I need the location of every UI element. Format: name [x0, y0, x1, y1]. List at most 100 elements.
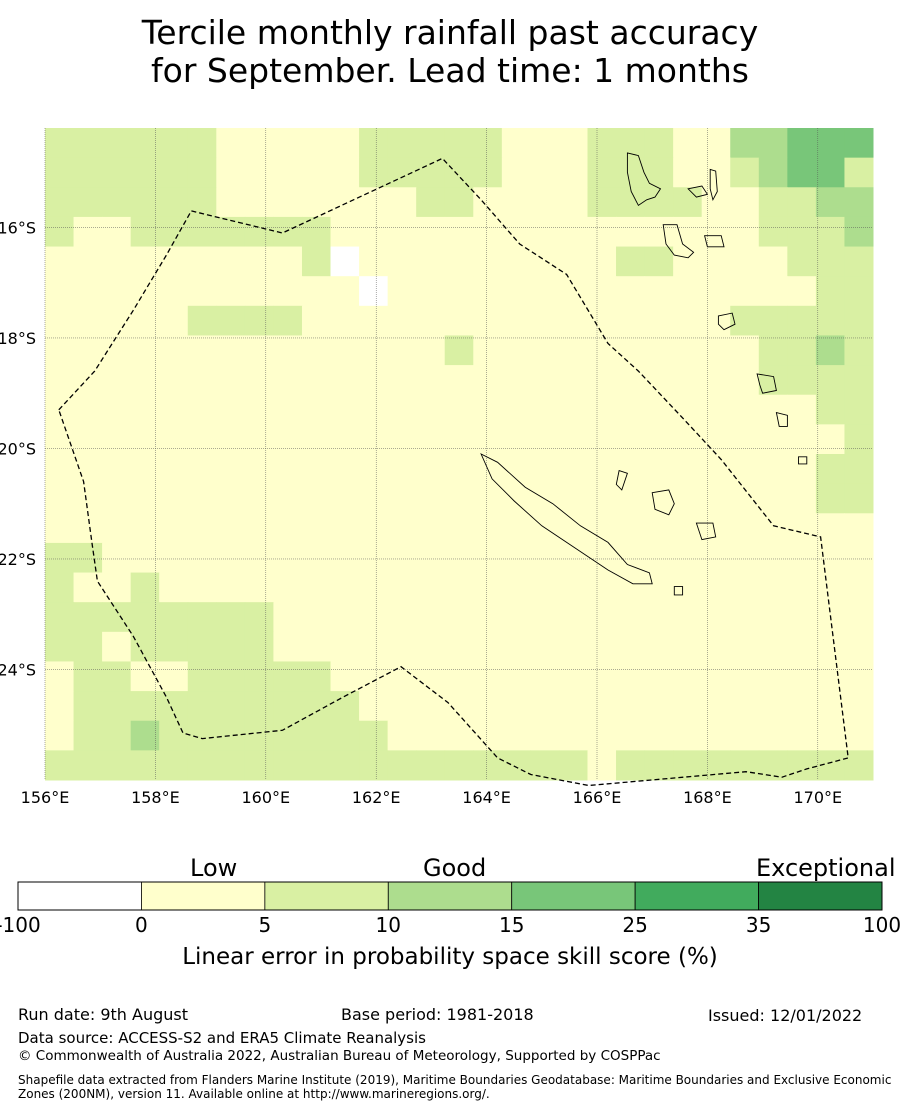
skill-cell: [416, 631, 446, 662]
skill-cell: [216, 157, 246, 188]
skill-cell: [587, 305, 617, 336]
island-coastline: [704, 235, 725, 248]
skill-cell: [444, 394, 474, 425]
skill-cell: [301, 572, 332, 603]
skill-cell: [730, 424, 760, 455]
skill-cell: [359, 276, 389, 307]
skill-cell: [216, 572, 246, 603]
skill-cell: [673, 157, 703, 188]
skill-cell: [616, 157, 646, 188]
skill-cell: [587, 602, 617, 633]
skill-cell: [501, 216, 531, 248]
skill-cell: [558, 128, 588, 159]
skill-cell: [673, 513, 703, 544]
skill-cell: [416, 572, 446, 603]
skill-cell: [130, 691, 160, 722]
island-coastline: [673, 586, 684, 596]
skill-cell: [159, 305, 189, 336]
skill-cell: [387, 128, 417, 159]
skill-cell: [130, 483, 160, 514]
skill-cell: [244, 572, 274, 603]
skill-cell: [244, 394, 274, 425]
skill-cell: [673, 335, 703, 366]
skill-cell: [644, 305, 674, 336]
skill-cell: [730, 305, 760, 336]
skill-cell: [130, 305, 160, 336]
skill-cell: [673, 454, 703, 485]
skill-cell: [501, 513, 531, 544]
skill-cell: [244, 365, 274, 396]
skill-cell: [587, 720, 617, 751]
skill-cell: [130, 513, 160, 544]
skill-cell: [102, 335, 132, 366]
skill-cell: [301, 335, 332, 366]
skill-cell: [644, 720, 674, 751]
skill-cell: [244, 216, 274, 248]
skill-cell: [301, 750, 332, 781]
skill-cell: [273, 246, 303, 277]
skill-cell: [244, 305, 274, 336]
skill-cell: [45, 513, 75, 544]
skill-cell: [587, 216, 617, 248]
lat-tick-label: 16°S: [0, 218, 36, 237]
skill-cell: [73, 128, 103, 159]
skill-cell: [673, 691, 703, 722]
skill-cell: [501, 187, 531, 218]
skill-cell: [273, 276, 303, 307]
skill-cell: [416, 542, 446, 574]
skill-cell: [102, 661, 132, 692]
skill-cell: [102, 424, 132, 455]
skill-cell: [187, 424, 217, 455]
skill-cell: [701, 602, 731, 633]
skill-cell: [102, 276, 132, 307]
skill-cell: [444, 335, 474, 366]
skill-cell: [244, 750, 274, 781]
skill-cell: [159, 365, 189, 396]
skill-cell: [216, 602, 246, 633]
coastlines: [480, 152, 808, 596]
skill-cell: [644, 691, 674, 722]
skill-cell: [673, 187, 703, 218]
skill-cell: [187, 128, 217, 159]
skill-cell: [844, 631, 874, 662]
skill-cell: [530, 691, 560, 722]
skill-cell: [673, 365, 703, 396]
skill-cell: [730, 750, 760, 781]
skill-cell: [501, 246, 531, 277]
lon-tick-label: 166°E: [573, 788, 622, 807]
skill-cell: [244, 335, 274, 366]
skill-cell: [102, 691, 132, 722]
skill-cell: [587, 335, 617, 366]
skill-cell: [73, 454, 103, 485]
skill-cell: [45, 424, 75, 455]
skill-cell: [187, 572, 217, 603]
skill-cell: [73, 572, 103, 603]
skill-cell: [644, 572, 674, 603]
skill-grid-cells: [45, 128, 874, 781]
skill-cell: [416, 661, 446, 692]
skill-cell: [530, 750, 560, 781]
skill-cell: [444, 305, 474, 336]
skill-cell: [558, 305, 588, 336]
skill-cell: [387, 246, 417, 277]
skill-cell: [301, 542, 332, 574]
chart-title-line-2: for September. Lead time: 1 months: [151, 51, 749, 90]
skill-cell: [644, 365, 674, 396]
skill-cell: [444, 454, 474, 485]
skill-cell: [473, 661, 503, 692]
skill-cell: [616, 187, 646, 218]
skill-cell: [644, 276, 674, 307]
skill-cell: [587, 483, 617, 514]
skill-cell: [616, 454, 646, 485]
skill-cell: [45, 187, 75, 218]
skill-cell: [130, 720, 160, 751]
skill-cell: [216, 305, 246, 336]
skill-cell: [159, 394, 189, 425]
lat-tick-label: 18°S: [0, 329, 36, 348]
skill-cell: [844, 276, 874, 307]
skill-cell: [244, 157, 274, 188]
skill-cell: [473, 246, 503, 277]
skill-cell: [216, 128, 246, 159]
skill-cell: [45, 750, 75, 781]
skill-cell: [73, 513, 103, 544]
